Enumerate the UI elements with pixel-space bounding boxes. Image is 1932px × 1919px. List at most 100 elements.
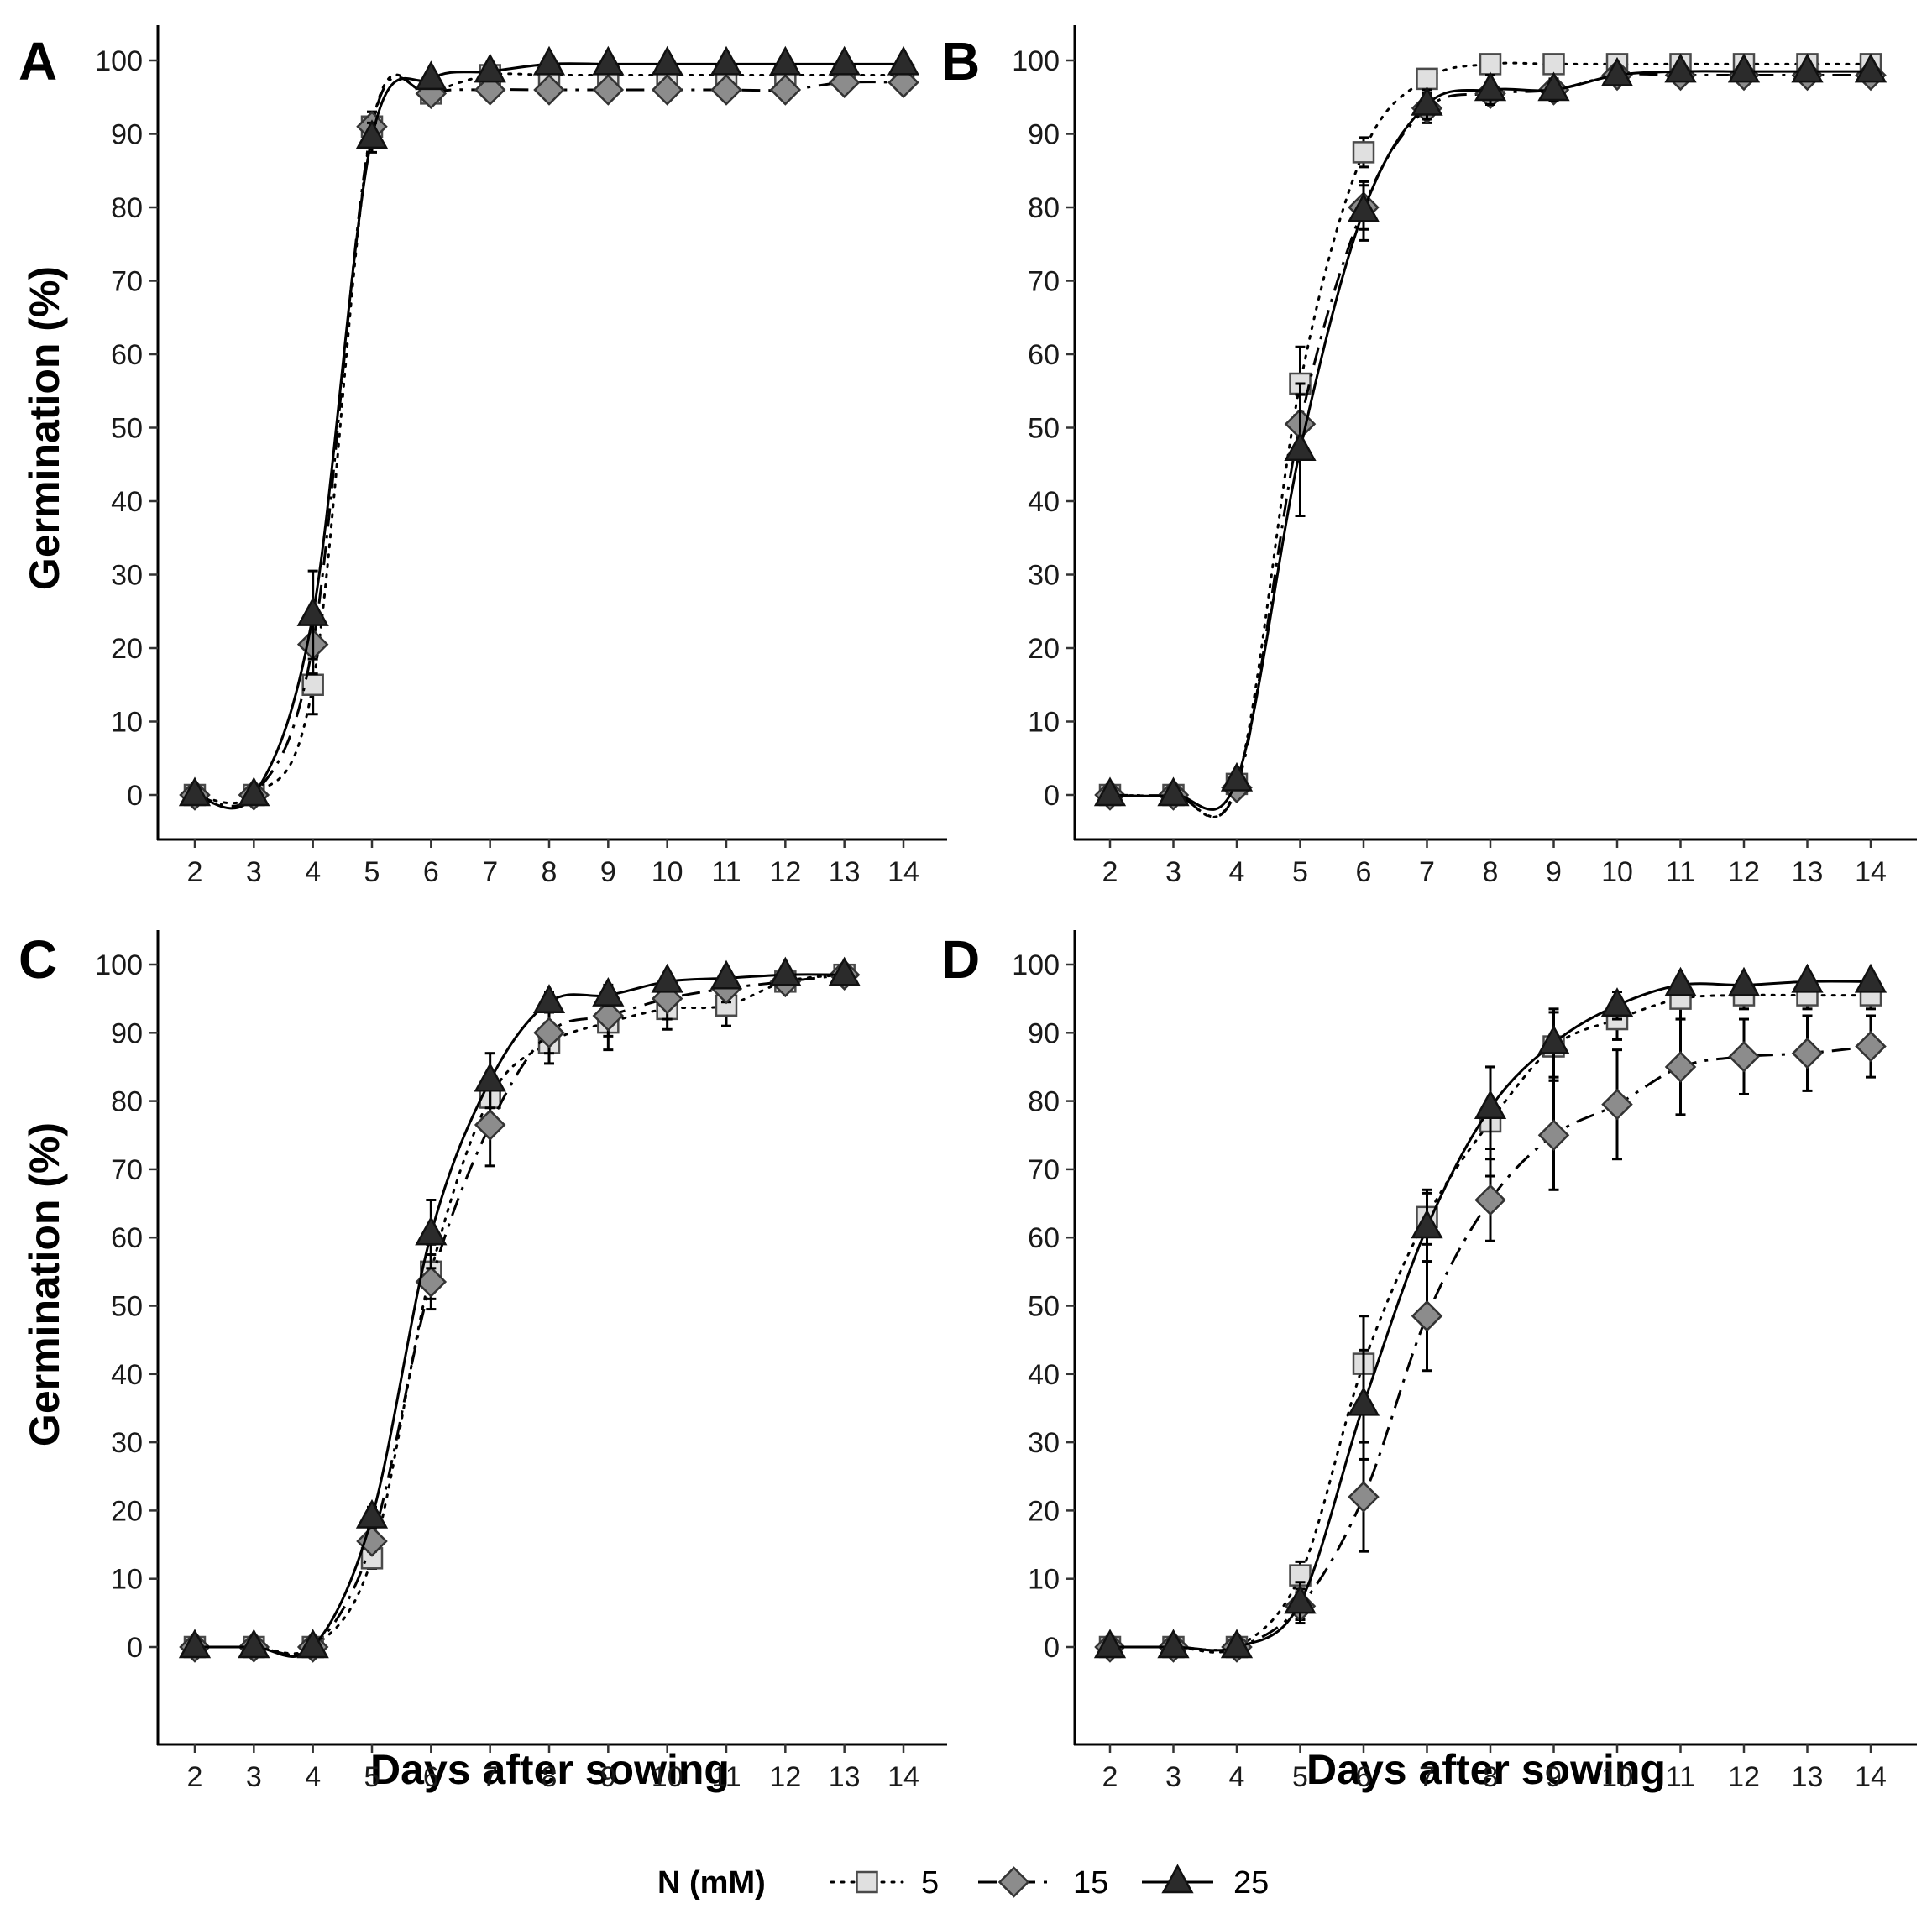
x-tick-label-a: 7 [482, 856, 498, 888]
x-tick-label-a: 3 [246, 856, 262, 888]
x-tick-label-c: 9 [600, 1761, 616, 1793]
y-tick-label-d: 0 [1044, 1632, 1060, 1664]
point-15-a [592, 74, 625, 106]
point-15-d [1474, 1184, 1506, 1216]
x-tick-label-d: 2 [1102, 1761, 1118, 1793]
x-tick-label-b: 3 [1165, 856, 1181, 888]
point-25-d [1727, 966, 1761, 996]
panel-letter-a: A [18, 31, 57, 92]
y-tick-label-d: 80 [1028, 1086, 1060, 1118]
panel-b: B 0 10 20 30 40 50 60 70 80 90 100 2 3 4 5 6 7 8 9 10 11 12 13… [941, 25, 1917, 888]
x-tick-label-c: 5 [364, 1761, 380, 1793]
point-25-a [238, 776, 270, 807]
x-tick-label-a: 6 [423, 856, 439, 888]
series-25-c [178, 956, 861, 1659]
point-15-d [1791, 1037, 1824, 1069]
point-15-c [592, 1000, 625, 1032]
x-tick-label-a: 13 [829, 856, 861, 888]
x-tick-label-d: 12 [1728, 1761, 1760, 1793]
x-tick-label-d: 5 [1292, 1761, 1308, 1793]
x-tick-label-c: 8 [542, 1761, 558, 1793]
x-tick-label-b: 12 [1728, 856, 1760, 888]
point-25-a [828, 45, 861, 76]
series-line-15-a [194, 76, 904, 808]
point-15-a [828, 66, 861, 99]
series-line-25-a [194, 62, 903, 810]
point-25-a [769, 45, 802, 76]
x-tick-label-a: 11 [711, 856, 741, 888]
x-tick-label-b: 8 [1483, 856, 1499, 888]
x-tick-label-c: 3 [246, 1761, 262, 1793]
y-tick-label-d: 90 [1028, 1017, 1060, 1049]
x-tick-label-a: 9 [600, 856, 616, 888]
y-tick-label-b: 60 [1028, 339, 1060, 371]
series-15-c [179, 959, 861, 1663]
x-tick-label-d: 10 [1601, 1761, 1633, 1793]
y-tick-label-a: 20 [111, 633, 143, 665]
point-25-c [296, 1629, 329, 1659]
y-tick-label-d: 20 [1028, 1495, 1060, 1527]
point-25-b [1474, 71, 1507, 102]
point-15-d [1601, 1088, 1633, 1121]
panel-a: A Germination (%) 0 10 20 30 40 50 60 70 80 90 100… [18, 25, 947, 888]
series-line-25-b [1109, 70, 1871, 811]
y-tick-label-a: 40 [111, 486, 143, 518]
series-5-b [1098, 53, 1882, 818]
x-tick-label-a: 2 [187, 856, 203, 888]
point-15-d [1411, 1299, 1443, 1332]
series-line-15-c [195, 973, 845, 1656]
point-25-d [1347, 1386, 1380, 1416]
point-15-c [474, 1109, 506, 1141]
point-5-b [1352, 141, 1375, 164]
y-tick-label-b: 80 [1028, 192, 1060, 224]
x-tick-label-c: 7 [482, 1761, 498, 1793]
point-25-c [415, 1216, 448, 1246]
x-tick-label-d: 6 [1356, 1761, 1372, 1793]
point-25-b [1284, 431, 1317, 461]
x-tick-label-c: 2 [187, 1761, 203, 1793]
x-tick-label-c: 14 [887, 1761, 919, 1793]
x-tick-label-d: 9 [1546, 1761, 1562, 1793]
point-15-a [769, 74, 802, 106]
point-25-a [355, 119, 389, 149]
y-tick-label-b: 20 [1028, 633, 1060, 665]
y-tick-label-b: 100 [1012, 45, 1060, 77]
point-25-a [709, 45, 743, 76]
x-tick-label-d: 13 [1792, 1761, 1824, 1793]
y-tick-label-a: 60 [111, 339, 143, 371]
legend-marker-15 [997, 1866, 1030, 1898]
x-tick-label-a: 14 [887, 856, 919, 888]
y-tick-label-d: 40 [1028, 1359, 1060, 1391]
point-25-b [1664, 53, 1697, 83]
legend-marker-5 [856, 1870, 878, 1894]
x-tick-label-b: 14 [1855, 856, 1887, 888]
y-tick-label-c: 40 [111, 1359, 143, 1391]
panel-letter-c: C [18, 929, 57, 990]
y-tick-label-c: 70 [111, 1154, 143, 1186]
x-tick-label-a: 4 [305, 856, 321, 888]
x-tick-label-a: 12 [769, 856, 801, 888]
x-tick-label-d: 14 [1855, 1761, 1887, 1793]
x-tick-label-d: 3 [1165, 1761, 1181, 1793]
series-line-5-c [193, 973, 846, 1655]
y-tick-label-c: 10 [111, 1564, 143, 1596]
y-tick-label-c: 0 [127, 1632, 143, 1664]
y-tick-label-c: 20 [111, 1495, 143, 1527]
point-25-d [1854, 963, 1887, 993]
x-tick-label-b: 9 [1546, 856, 1562, 888]
y-tick-label-c: 60 [111, 1222, 143, 1254]
point-25-d [1474, 1090, 1507, 1119]
point-25-c [709, 960, 743, 990]
point-15-a [710, 74, 742, 106]
point-25-d [1284, 1584, 1317, 1614]
panel-letter-b: B [941, 31, 980, 92]
y-tick-label-c: 30 [111, 1427, 143, 1459]
y-tick-label-b: 0 [1044, 780, 1060, 812]
x-tick-label-c: 13 [829, 1761, 861, 1793]
y-tick-label-b: 10 [1028, 707, 1060, 739]
x-tick-label-b: 5 [1292, 856, 1308, 888]
point-25-d [1157, 1629, 1190, 1659]
y-tick-label-d: 100 [1012, 949, 1060, 981]
series-line-15-b [1109, 72, 1871, 818]
point-25-b [1791, 53, 1824, 83]
